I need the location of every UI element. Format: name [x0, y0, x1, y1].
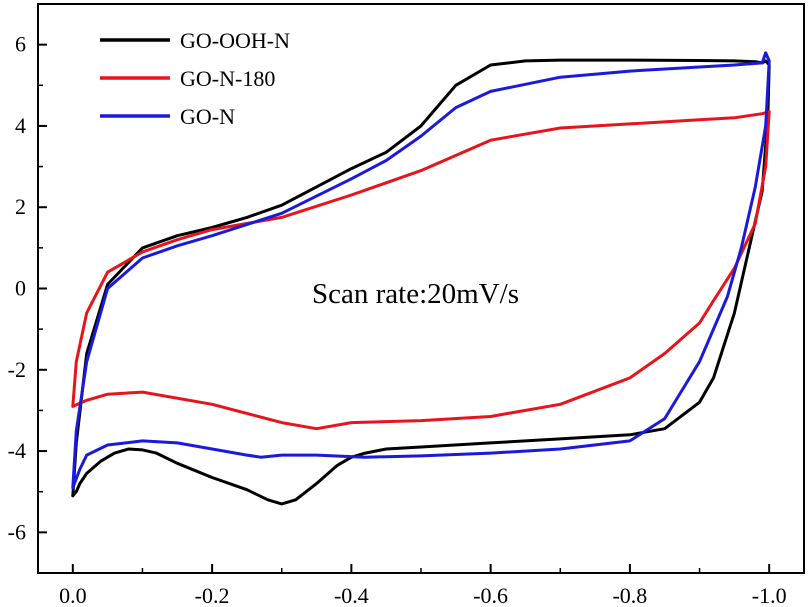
x-tick-label: -1.0: [752, 583, 787, 607]
y-tick-label: -2: [8, 357, 26, 382]
scan-rate-annotation: Scan rate:20mV/s: [312, 278, 519, 310]
x-tick-label: -0.6: [473, 583, 508, 607]
legend-label-go-n-180: GO-N-180: [180, 66, 275, 91]
y-tick-label: 0: [15, 276, 26, 301]
x-tick-label: 0.0: [59, 583, 87, 607]
y-tick-label: 2: [15, 194, 26, 219]
series-line-go-ooh-n: [71, 58, 771, 506]
axes-layer: 0.0 -0.2 -0.4 -0.6 -0.8 -1.0 -6 -4 -2 0 2 4 6: [8, 3, 805, 607]
y-tick-label: -6: [8, 519, 26, 544]
series-line-go-n: [71, 51, 771, 490]
legend-label-go-n: GO-N: [180, 104, 235, 129]
series-layer: [71, 51, 771, 506]
legend-label-go-ooh-n: GO-OOH-N: [180, 28, 290, 53]
x-tick-label: -0.4: [334, 583, 369, 607]
y-tick-label: 4: [15, 113, 26, 138]
y-tick-label: 6: [15, 32, 26, 57]
y-tick-label: -4: [8, 438, 26, 463]
x-tick-label: -0.2: [195, 583, 230, 607]
legend: GO-OOH-N GO-N-180 GO-N: [100, 28, 290, 129]
series-line-go-n-180: [71, 110, 771, 431]
x-tick-label: -0.8: [612, 583, 647, 607]
